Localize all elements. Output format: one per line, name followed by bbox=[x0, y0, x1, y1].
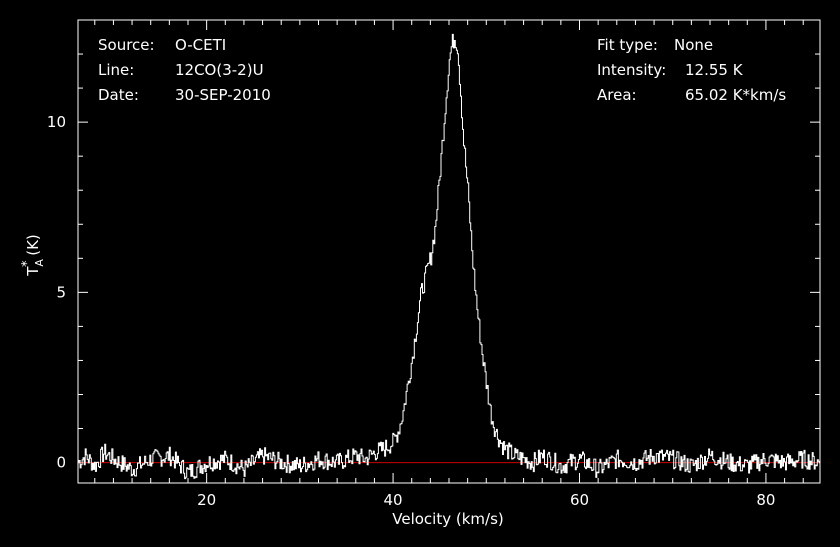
y-tick-label: 10 bbox=[47, 113, 66, 131]
x-tick-label: 80 bbox=[756, 491, 775, 509]
intensity-label: Intensity: bbox=[597, 61, 666, 79]
x-tick-label: 60 bbox=[570, 491, 589, 509]
fit-type-label: Fit type: bbox=[597, 36, 658, 54]
intensity-value: 12.55 K bbox=[685, 61, 744, 79]
y-axis-label-sub: A bbox=[33, 259, 46, 267]
y-axis-label: TA* (K) bbox=[20, 234, 46, 277]
source-value: O-CETI bbox=[175, 36, 226, 54]
area-label: Area: bbox=[597, 86, 637, 104]
y-axis-label-sup: * bbox=[20, 260, 35, 267]
spectrum-line bbox=[78, 33, 820, 480]
fit-type-value: None bbox=[674, 36, 713, 54]
x-axis-label: Velocity (km/s) bbox=[392, 510, 503, 528]
line-value: 12CO(3-2)U bbox=[175, 61, 264, 79]
axes: 20 40 60 80 0 5 10 bbox=[47, 19, 821, 509]
series-group bbox=[78, 33, 820, 480]
y-tick-label: 0 bbox=[56, 454, 66, 472]
source-label: Source: bbox=[98, 36, 155, 54]
x-tick-label: 20 bbox=[197, 491, 216, 509]
date-label: Date: bbox=[98, 86, 139, 104]
y-tick-label: 5 bbox=[56, 283, 66, 301]
area-value: 65.02 K*km/s bbox=[685, 86, 786, 104]
line-label: Line: bbox=[98, 61, 134, 79]
y-axis-label-unit: (K) bbox=[24, 234, 42, 260]
date-value: 30-SEP-2010 bbox=[175, 86, 271, 104]
x-tick-label: 40 bbox=[384, 491, 403, 509]
y-axis-label-base: T bbox=[24, 266, 42, 277]
